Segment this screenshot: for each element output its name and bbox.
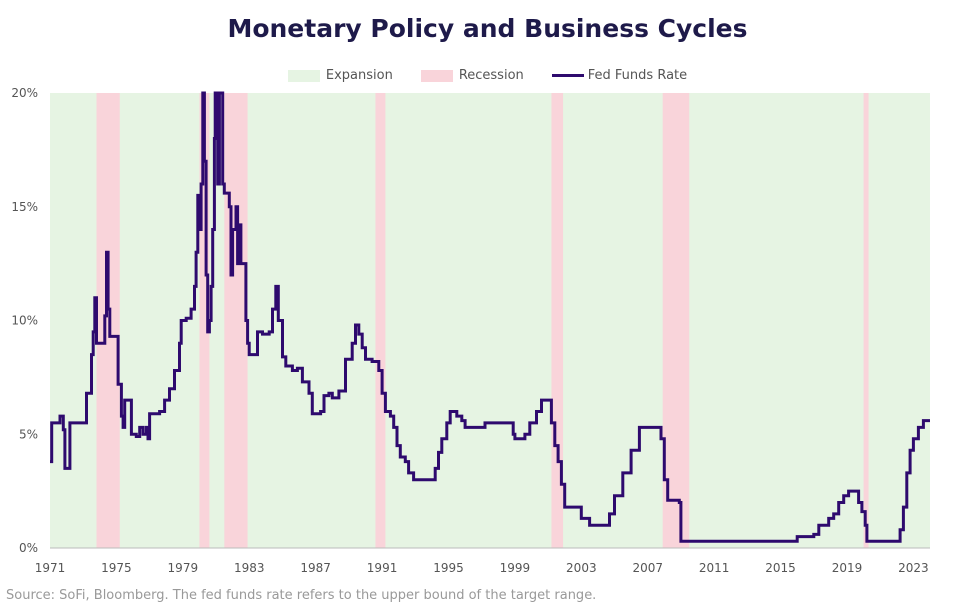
x-tick-label: 1995 — [433, 561, 464, 575]
legend-item-expansion: Expansion — [287, 68, 393, 83]
y-tick-label: 5% — [19, 427, 38, 441]
x-tick-label: 1999 — [500, 561, 531, 575]
x-tick-label: 1979 — [168, 561, 199, 575]
y-tick-label: 15% — [11, 200, 38, 214]
x-tick-label: 1987 — [300, 561, 331, 575]
expansion-band — [50, 93, 930, 548]
x-tick-label: 1971 — [35, 561, 66, 575]
x-tick-label: 2003 — [566, 561, 597, 575]
legend: Expansion Recession Fed Funds Rate — [0, 68, 975, 83]
recession-band-4 — [375, 93, 386, 548]
legend-swatch-recession — [420, 69, 453, 82]
legend-label-fed-funds-rate: Fed Funds Rate — [587, 68, 688, 83]
recession-band-5 — [551, 93, 564, 548]
source-note: Source: SoFi, Bloomberg. The fed funds r… — [6, 588, 597, 603]
legend-swatch-expansion — [287, 69, 320, 82]
legend-label-recession: Recession — [458, 68, 524, 83]
x-tick-label: 2019 — [832, 561, 863, 575]
x-tick-label: 1983 — [234, 561, 265, 575]
legend-item-fed-funds-rate: Fed Funds Rate — [551, 68, 688, 83]
y-tick-label: 0% — [19, 541, 38, 555]
recession-band-3 — [224, 93, 248, 548]
recession-band-2 — [199, 93, 210, 548]
x-tick-label: 2011 — [699, 561, 730, 575]
legend-swatch-fed-funds-rate — [551, 74, 584, 77]
x-tick-label: 2015 — [765, 561, 796, 575]
x-tick-label: 1991 — [367, 561, 398, 575]
x-tick-label: 2007 — [632, 561, 663, 575]
recession-band-7 — [863, 93, 869, 548]
x-tick-label: 2023 — [898, 561, 929, 575]
legend-label-expansion: Expansion — [325, 68, 393, 83]
chart-title: Monetary Policy and Business Cycles — [227, 14, 748, 43]
recession-band-6 — [662, 93, 690, 548]
y-tick-label: 20% — [11, 86, 38, 100]
recession-band-1 — [96, 93, 120, 548]
legend-item-recession: Recession — [420, 68, 524, 83]
x-tick-label: 1975 — [101, 561, 132, 575]
y-tick-label: 10% — [11, 314, 38, 328]
fed-funds-rate-line — [50, 91, 930, 543]
